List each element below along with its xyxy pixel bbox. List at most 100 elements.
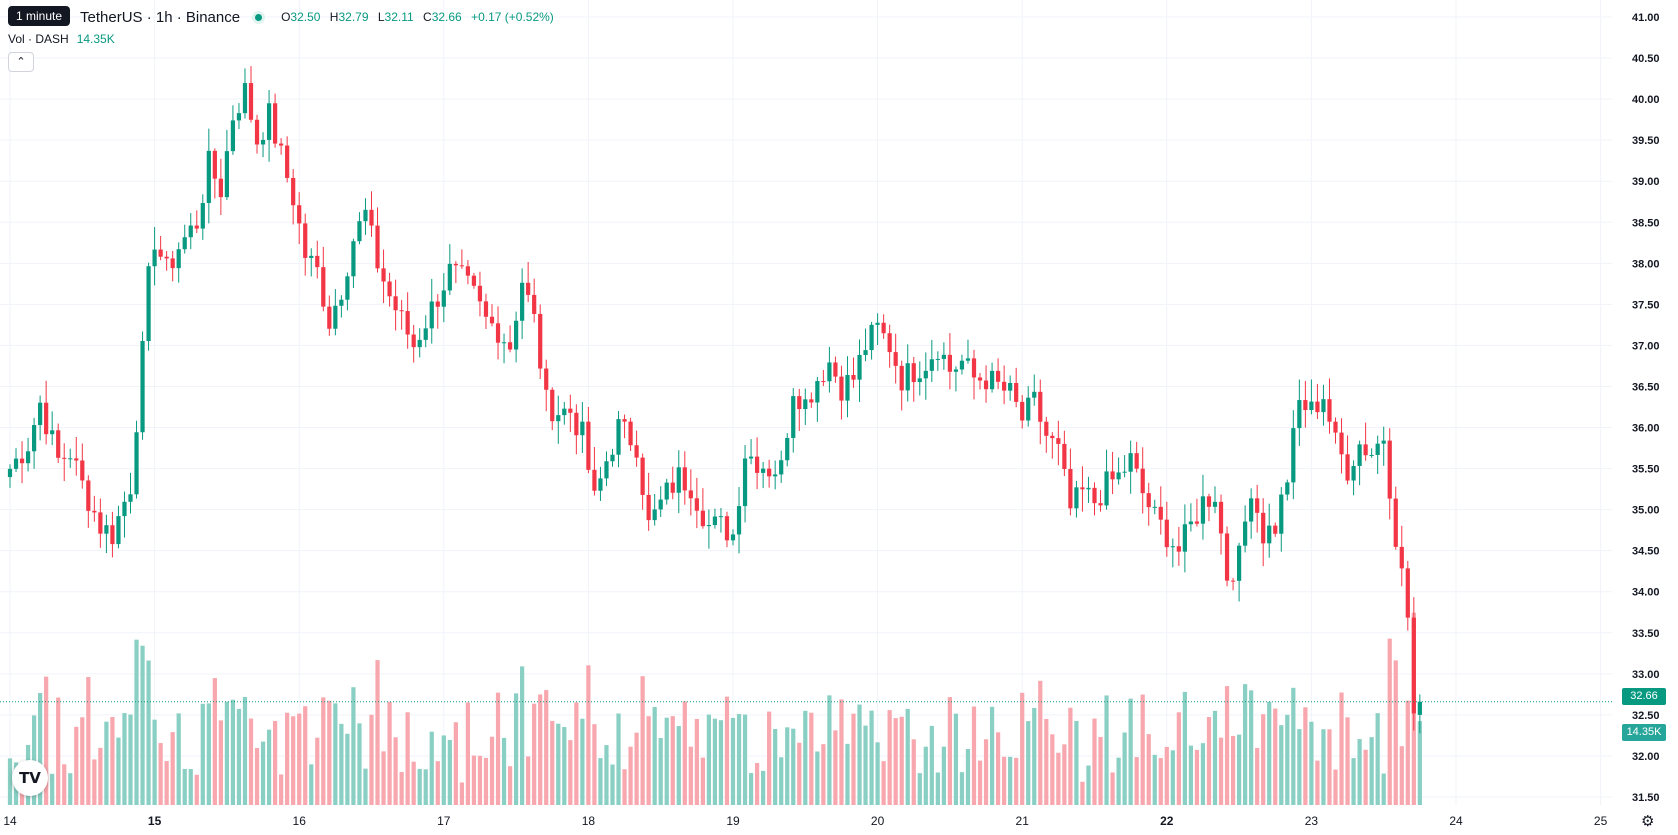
candle-body	[483, 301, 489, 317]
candle-body	[562, 408, 567, 416]
candle-body	[724, 516, 730, 541]
candle-body	[13, 458, 19, 469]
volume-bar	[122, 713, 127, 805]
chevron-up-icon: ⌃	[16, 56, 26, 68]
volume-bar	[779, 757, 784, 805]
candle-body	[1285, 482, 1290, 495]
candle-body	[604, 461, 609, 479]
candle-body	[742, 458, 748, 507]
candle-body	[538, 313, 543, 369]
candle-body	[839, 376, 844, 401]
volume-bar	[405, 712, 410, 805]
volume-bar	[164, 761, 169, 805]
volume-bar	[706, 714, 712, 805]
volume-legend[interactable]: Vol · DASH 14.35K	[8, 32, 115, 46]
candle-body	[1399, 546, 1404, 569]
volume-bar	[1218, 737, 1224, 805]
volume-bar	[86, 676, 91, 805]
candle-body	[110, 525, 115, 545]
candle-body	[447, 263, 452, 291]
candle-body	[381, 268, 386, 282]
candle-body	[1303, 400, 1308, 411]
volume-bar	[526, 756, 531, 805]
volume-bar	[1020, 692, 1025, 805]
volume-bar	[1327, 729, 1332, 805]
volume-bar	[218, 720, 223, 805]
candle-body	[929, 359, 934, 371]
candle-body	[104, 525, 109, 534]
candle-body	[315, 255, 320, 268]
volume-bar	[7, 758, 13, 805]
candle-body	[911, 363, 916, 383]
candle-body	[1056, 438, 1061, 444]
candle-body	[1261, 512, 1266, 544]
y-tick-label: 35.50	[1632, 464, 1660, 476]
candle-body	[1110, 471, 1115, 480]
candle-body	[574, 412, 579, 436]
volume-bar	[453, 722, 458, 805]
volume-bar	[1116, 757, 1121, 805]
volume-bar	[1038, 680, 1043, 805]
volume-bar	[1062, 744, 1067, 805]
volume-bar	[80, 717, 85, 805]
volume-bar	[568, 740, 573, 805]
candle-body	[1267, 525, 1272, 544]
candle-body	[285, 145, 290, 178]
volume-bar	[1236, 734, 1242, 805]
candle-body	[1273, 525, 1278, 534]
candle-body	[959, 360, 965, 370]
volume-bar	[821, 744, 826, 805]
candle-body	[297, 205, 302, 224]
candle-body	[1152, 506, 1157, 508]
tradingview-logo-icon[interactable]: TV	[12, 760, 48, 796]
candle-body	[351, 241, 356, 277]
candle-body	[92, 510, 97, 513]
candle-body	[44, 402, 49, 435]
candle-body	[658, 499, 663, 510]
time-axis: 14 15 16 17 18 19 20 21 22 23 24 25	[3, 814, 1607, 828]
candle-body	[230, 120, 236, 152]
volume-bar	[839, 699, 844, 805]
candle-body	[881, 322, 886, 334]
interval-tooltip: 1 minute	[8, 6, 71, 26]
volume-bar	[483, 757, 489, 805]
candle-body	[965, 358, 971, 361]
candle-body	[1104, 471, 1109, 506]
volume-bar	[375, 660, 380, 805]
volume-bar	[1002, 756, 1007, 805]
volume-bar	[694, 718, 699, 805]
volume-bar	[74, 726, 79, 805]
volume-bar	[640, 676, 645, 805]
volume-bar	[953, 713, 959, 805]
x-tick-label: 18	[582, 814, 596, 828]
candle-body	[592, 469, 597, 491]
candle-body	[188, 225, 193, 238]
candle-body	[1249, 498, 1254, 522]
candle-body	[218, 178, 223, 198]
candle-body	[754, 456, 760, 473]
volume-bar	[833, 730, 838, 805]
candle-body	[773, 474, 778, 477]
volume-bar	[977, 760, 983, 805]
symbol-title[interactable]: TetherUS · 1h · Binance	[80, 8, 241, 26]
volume-bar	[682, 701, 687, 805]
candle-body	[1020, 401, 1025, 421]
candle-body	[682, 467, 687, 491]
candle-body	[821, 381, 826, 383]
chart-legend: 1 minute TetherUS · 1h · Binance O32.50 …	[8, 6, 554, 28]
volume-bar	[339, 723, 344, 805]
collapse-legend-button[interactable]: ⌃	[8, 52, 34, 72]
settings-gear-icon[interactable]: ⚙	[1641, 812, 1655, 830]
volume-bar	[272, 720, 278, 805]
volume-bar	[1194, 749, 1200, 805]
candle-body	[80, 460, 85, 481]
volume-bar	[399, 771, 404, 805]
volume-bar	[574, 702, 579, 805]
candle-body	[586, 421, 591, 470]
candle-body	[598, 478, 603, 491]
volume-bar	[38, 692, 43, 805]
volume-bar	[224, 701, 230, 805]
volume-bar	[423, 769, 428, 805]
candle-body	[206, 150, 211, 203]
